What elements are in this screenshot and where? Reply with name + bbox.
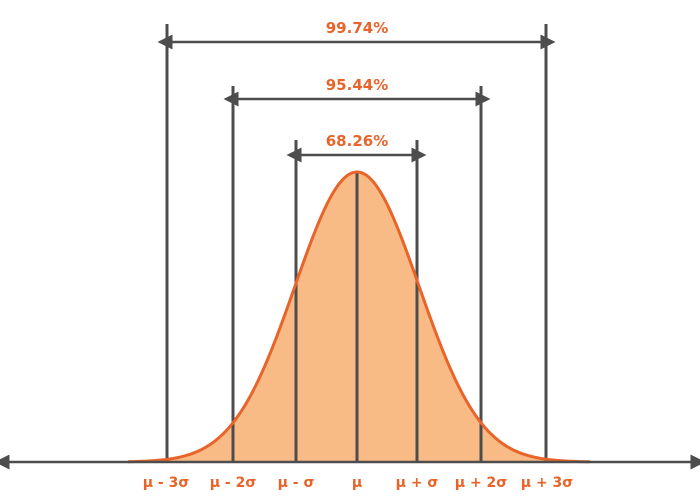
label-68-26-percent: 68.26%	[326, 132, 388, 150]
label-95-44-percent: 95.44%	[326, 76, 388, 94]
bell-curve-outline	[128, 170, 591, 464]
tick-plus-3-sigma: μ + 3σ	[521, 475, 574, 491]
bell-curve-area	[128, 172, 590, 462]
label-99-74-percent: 99.74%	[326, 19, 388, 37]
tick-minus-1-sigma: μ - σ	[278, 475, 315, 491]
tick-minus-3-sigma: μ - 3σ	[143, 475, 190, 491]
tick-minus-2-sigma: μ - 2σ	[210, 475, 257, 491]
tick-mean: μ	[352, 475, 362, 491]
tick-plus-1-sigma: μ + σ	[396, 475, 439, 491]
tick-plus-2-sigma: μ + 2σ	[455, 475, 508, 491]
